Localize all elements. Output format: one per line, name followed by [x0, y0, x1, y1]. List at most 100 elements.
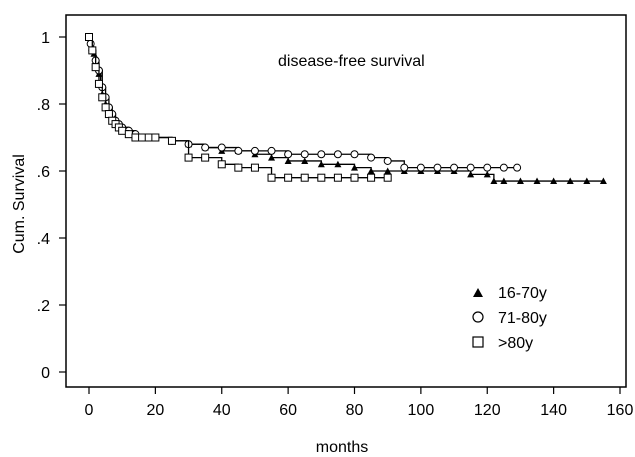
data-point	[234, 163, 243, 172]
x-tick-label: 80	[346, 402, 364, 419]
data-point	[301, 157, 309, 164]
legend-marker-circle	[472, 311, 484, 323]
y-axis-ticks: 0 .2 .4 .6 .8 1	[37, 30, 66, 382]
data-point	[333, 150, 342, 159]
data-point	[483, 163, 492, 172]
legend-marker-triangle	[473, 288, 483, 297]
data-point	[94, 79, 103, 88]
data-point	[466, 163, 475, 172]
legend-item: >80y	[472, 335, 533, 352]
x-tick-label: 140	[540, 402, 567, 419]
legend-item: 71-80y	[472, 310, 547, 327]
data-point	[513, 163, 522, 172]
x-tick-label: 60	[279, 402, 297, 419]
data-point	[490, 177, 498, 185]
x-tick-label: 120	[474, 402, 501, 419]
data-point	[284, 150, 293, 159]
x-tick-label: 0	[85, 402, 94, 419]
data-point	[284, 157, 292, 164]
data-point	[500, 177, 508, 185]
data-point	[201, 153, 210, 162]
chart-title: disease-free survival	[278, 53, 425, 70]
legend: 16-70y 71-80y >80y	[472, 285, 547, 352]
legend-item: 16-70y	[473, 285, 547, 302]
data-point	[317, 160, 325, 168]
series-3	[85, 33, 392, 182]
x-tick-label: 160	[607, 402, 634, 419]
data-point	[88, 46, 97, 55]
legend-label: 71-80y	[498, 310, 547, 327]
data-point	[533, 177, 541, 185]
x-tick-label: 20	[146, 402, 164, 419]
data-point	[483, 170, 491, 178]
data-point	[131, 133, 140, 142]
x-axis-ticks: 0 20 40 60 80 100 120 140 160	[85, 387, 634, 419]
data-point	[217, 160, 226, 169]
y-tick-label: .8	[37, 97, 50, 114]
data-point	[550, 177, 558, 185]
data-point	[267, 146, 276, 155]
data-point	[144, 133, 153, 142]
y-tick-label: .6	[37, 164, 50, 181]
x-tick-label: 100	[408, 402, 435, 419]
data-point	[138, 133, 147, 142]
data-point	[566, 177, 574, 185]
legend-label: 16-70y	[498, 285, 547, 302]
data-point	[350, 173, 359, 182]
plot-frame	[65, 14, 627, 388]
legend-label: >80y	[498, 335, 533, 352]
data-point	[350, 150, 359, 159]
data-point	[383, 173, 392, 182]
data-point	[367, 173, 376, 182]
data-point	[86, 39, 95, 48]
data-point	[300, 173, 309, 182]
y-tick-label: .4	[37, 231, 50, 248]
data-point	[450, 163, 459, 172]
data-point	[416, 163, 425, 172]
y-tick-label: .2	[37, 298, 50, 315]
data-point	[167, 136, 176, 145]
data-point	[334, 160, 342, 168]
data-point	[351, 164, 358, 171]
data-point	[268, 154, 276, 161]
data-point	[599, 177, 607, 185]
data-point	[124, 130, 133, 139]
data-point	[300, 150, 309, 159]
x-tick-label: 40	[213, 402, 231, 419]
data-point	[151, 133, 160, 142]
data-point	[101, 103, 110, 112]
data-point	[217, 143, 226, 152]
data-point	[250, 163, 259, 172]
y-tick-label: 1	[41, 30, 50, 47]
data-point	[104, 110, 113, 119]
legend-marker-square	[472, 336, 484, 348]
data-point	[317, 150, 326, 159]
y-tick-label: 0	[41, 365, 50, 382]
data-point	[234, 146, 243, 155]
x-axis-label: months	[316, 439, 368, 456]
data-point	[317, 173, 326, 182]
data-point	[383, 156, 392, 165]
data-point	[516, 177, 524, 185]
data-point	[98, 93, 107, 102]
data-point	[201, 143, 210, 152]
data-point	[333, 173, 342, 182]
data-point	[467, 170, 475, 178]
series-layer	[85, 33, 607, 185]
data-point	[250, 146, 259, 155]
data-point	[91, 63, 100, 72]
y-axis-label: Cum. Survival	[11, 154, 28, 254]
data-point	[284, 173, 293, 182]
data-point	[85, 33, 93, 41]
data-point	[433, 163, 442, 172]
data-point	[583, 177, 591, 185]
data-point	[384, 167, 392, 174]
data-point	[367, 153, 376, 162]
data-point	[367, 167, 375, 174]
data-point	[184, 153, 193, 162]
data-point	[400, 163, 409, 172]
data-point	[118, 126, 127, 135]
data-point	[267, 173, 276, 182]
data-point	[499, 163, 508, 172]
